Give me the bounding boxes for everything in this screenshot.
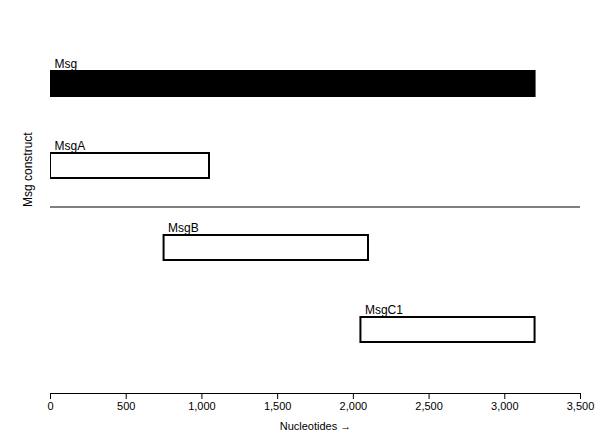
svg-text:Msg: Msg [55,57,78,71]
svg-text:1,500: 1,500 [264,400,292,412]
svg-text:1,000: 1,000 [188,400,216,412]
svg-text:3,500: 3,500 [567,400,595,412]
svg-text:MsgA: MsgA [55,139,86,153]
svg-text:Msg construct: Msg construct [21,132,35,207]
svg-text:Nucleotides →: Nucleotides → [280,420,352,432]
svg-text:2,000: 2,000 [340,400,368,412]
svg-text:0: 0 [47,400,53,412]
svg-text:MsgC1: MsgC1 [365,303,403,317]
svg-text:3,000: 3,000 [491,400,519,412]
svg-text:500: 500 [117,400,135,412]
svg-text:2,500: 2,500 [415,400,443,412]
svg-text:MsgB: MsgB [168,221,199,235]
